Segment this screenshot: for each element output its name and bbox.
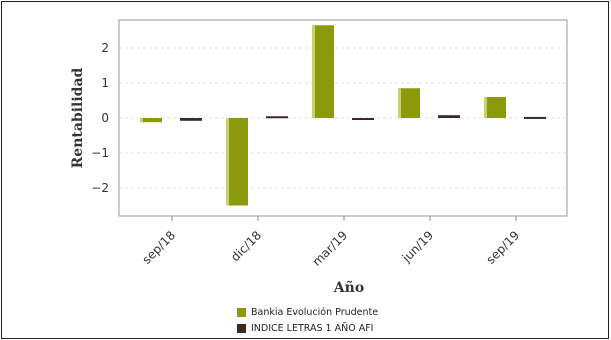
legend-item-indice[interactable]: INDICE LETRAS 1 AÑO AFI [237, 320, 378, 336]
x-tick-label: jun/19 [399, 228, 436, 265]
bar-highlight [226, 118, 229, 206]
y-tick-label: −1 [91, 146, 109, 160]
legend-label-indice: INDICE LETRAS 1 AÑO AFI [251, 322, 374, 334]
legend-swatch-bankia [237, 307, 246, 317]
bar [438, 115, 460, 118]
bar [398, 88, 420, 118]
y-tick-label: 2 [101, 41, 109, 55]
bar-highlight [398, 88, 401, 118]
y-tick-label: 0 [101, 111, 109, 125]
x-tick-label: mar/19 [310, 228, 351, 269]
legend-label-bankia: Bankia Evolución Prudente [251, 306, 379, 318]
y-axis-title: Rentabilidad [70, 67, 86, 168]
x-tick-label: sep/19 [484, 228, 523, 267]
y-axis-ticks: −2 −1 0 1 2 [91, 41, 109, 195]
x-tick-label: dic/18 [228, 228, 264, 264]
bar [312, 25, 334, 118]
legend-swatch-indice [237, 323, 246, 333]
y-tick-label: 1 [101, 76, 109, 90]
legend-item-bankia[interactable]: Bankia Evolución Prudente [237, 304, 378, 320]
bar [266, 116, 288, 119]
legend: Bankia Evolución Prudente INDICE LETRAS … [237, 304, 378, 336]
y-tick-label: −2 [91, 181, 109, 195]
x-tick-label: sep/18 [140, 228, 179, 267]
bar [484, 97, 506, 118]
bar [226, 118, 248, 206]
bar [140, 118, 162, 123]
bar [180, 118, 202, 121]
bar-highlight [140, 118, 143, 123]
bar [524, 116, 546, 119]
bar-highlight [484, 97, 487, 118]
bar-highlight [312, 25, 315, 118]
bars [140, 25, 546, 206]
bar [352, 118, 374, 120]
x-axis-title: Año [333, 279, 364, 296]
x-axis-ticks: sep/18 dic/18 mar/19 jun/19 sep/19 [140, 216, 523, 269]
